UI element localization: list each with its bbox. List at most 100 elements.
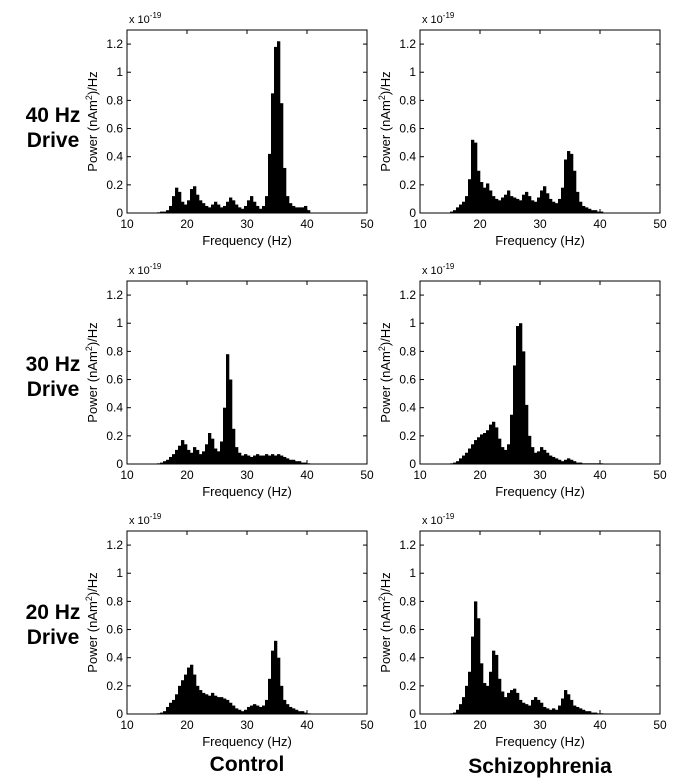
- bar: [277, 454, 281, 464]
- bar: [453, 210, 457, 213]
- bar: [576, 191, 580, 213]
- bar: [507, 190, 511, 213]
- x-tick-label: 40: [593, 217, 607, 231]
- bar: [513, 688, 517, 714]
- bar: [199, 200, 203, 213]
- bar: [591, 210, 595, 213]
- bar: [543, 449, 547, 464]
- bar: [552, 708, 556, 714]
- bar: [166, 706, 170, 714]
- chart-panel-2: 10 20 30 40 50 0 0.2 0.4 0.6 0.8 1 1.2 Frequency (Hz…: [84, 262, 374, 499]
- y-axis-label: Power (nAm2)/Hz: [84, 322, 100, 422]
- x-axis-label: Frequency (Hz): [495, 233, 585, 248]
- bar: [181, 680, 185, 714]
- x-tick-label: 40: [300, 468, 314, 482]
- bar: [477, 437, 481, 464]
- bar: [274, 46, 278, 213]
- exponent-base: x 10: [422, 14, 443, 26]
- exponent-label: x 10-19: [129, 11, 162, 26]
- bar: [459, 458, 463, 464]
- bar: [471, 636, 475, 714]
- bar: [169, 205, 173, 213]
- x-tick-label: 10: [413, 718, 427, 732]
- bar: [483, 433, 487, 464]
- y-tick-label: 0.2: [399, 178, 416, 192]
- chart-panel-0: 10 20 30 40 50 0 0.2 0.4 0.6 0.8 1 1.2 Frequency (Hz…: [84, 11, 374, 248]
- x-tick-label: 20: [180, 468, 194, 482]
- bar: [304, 712, 308, 714]
- chart-panel-5: 10 20 30 40 50 0 0.2 0.4 0.6 0.8 1 1.2 Frequency (Hz…: [377, 512, 667, 749]
- bar: [558, 459, 562, 464]
- bar: [226, 201, 230, 213]
- bar: [190, 452, 194, 464]
- exponent-label: x 10-19: [422, 11, 455, 26]
- bar: [253, 704, 257, 714]
- bar: [585, 207, 589, 213]
- bar: [489, 671, 493, 714]
- bar: [507, 692, 511, 714]
- x-tick-label: 40: [593, 468, 607, 482]
- bar: [262, 705, 266, 714]
- bar: [480, 663, 484, 714]
- bar: [528, 705, 532, 714]
- y-tick-label: 0: [116, 206, 123, 220]
- y-axis-label: Power (nAm2)/Hz: [377, 572, 393, 672]
- bar: [259, 455, 263, 464]
- y-tick-label: 0.2: [106, 429, 123, 443]
- x-tick-label: 30: [533, 718, 547, 732]
- bar: [546, 708, 550, 714]
- bar: [220, 441, 224, 464]
- bar: [217, 697, 221, 714]
- bar: [570, 153, 574, 213]
- bar: [223, 205, 227, 213]
- exponent-sup: -19: [443, 262, 455, 271]
- bar: [573, 705, 577, 714]
- bar: [513, 365, 517, 464]
- x-tick-label: 10: [120, 468, 134, 482]
- y-axis-label-sup: 2: [84, 346, 94, 351]
- chart-panel-3: 10 20 30 40 50 0 0.2 0.4 0.6 0.8 1 1.2 Frequency (Hz…: [377, 262, 667, 499]
- y-axis-label: Power (nAm2)/Hz: [377, 71, 393, 171]
- bar: [549, 709, 553, 714]
- bar: [265, 196, 269, 213]
- bar: [163, 211, 167, 213]
- bar: [163, 711, 167, 714]
- bar: [289, 203, 293, 213]
- y-axis-label: Power (nAm2)/Hz: [377, 322, 393, 422]
- bar: [525, 704, 529, 714]
- bar: [471, 139, 475, 213]
- bar: [265, 699, 269, 714]
- y-tick-label: 0.6: [106, 623, 123, 637]
- y-axis-label-pre: Power (nAm: [378, 601, 393, 673]
- bar: [459, 204, 463, 213]
- bar: [298, 711, 302, 714]
- bar: [256, 205, 260, 213]
- bar: [241, 208, 245, 213]
- x-tick-label: 20: [180, 217, 194, 231]
- y-axis-label-pre: Power (nAm: [378, 100, 393, 172]
- col-label-schizophrenia: Schizophrenia: [468, 755, 612, 778]
- bar: [280, 455, 284, 464]
- bar: [474, 142, 478, 213]
- bar: [211, 204, 215, 213]
- bar: [175, 449, 179, 464]
- x-axis-label: Frequency (Hz): [202, 233, 292, 248]
- bar: [202, 203, 206, 213]
- bar: [184, 444, 188, 464]
- x-tick-label: 50: [653, 468, 667, 482]
- bar: [253, 455, 257, 464]
- bar: [552, 456, 556, 464]
- bar: [519, 200, 523, 213]
- bar: [537, 197, 541, 213]
- x-tick-label: 10: [413, 468, 427, 482]
- bar: [546, 193, 550, 213]
- bar: [450, 211, 454, 213]
- bar: [187, 200, 191, 213]
- bar: [576, 462, 580, 464]
- bar: [594, 210, 598, 213]
- bar: [555, 458, 559, 464]
- y-tick-label: 0: [116, 707, 123, 721]
- exponent-base: x 10: [422, 265, 443, 277]
- y-tick-label: 1: [409, 65, 416, 79]
- y-tick-label: 1.2: [399, 288, 416, 302]
